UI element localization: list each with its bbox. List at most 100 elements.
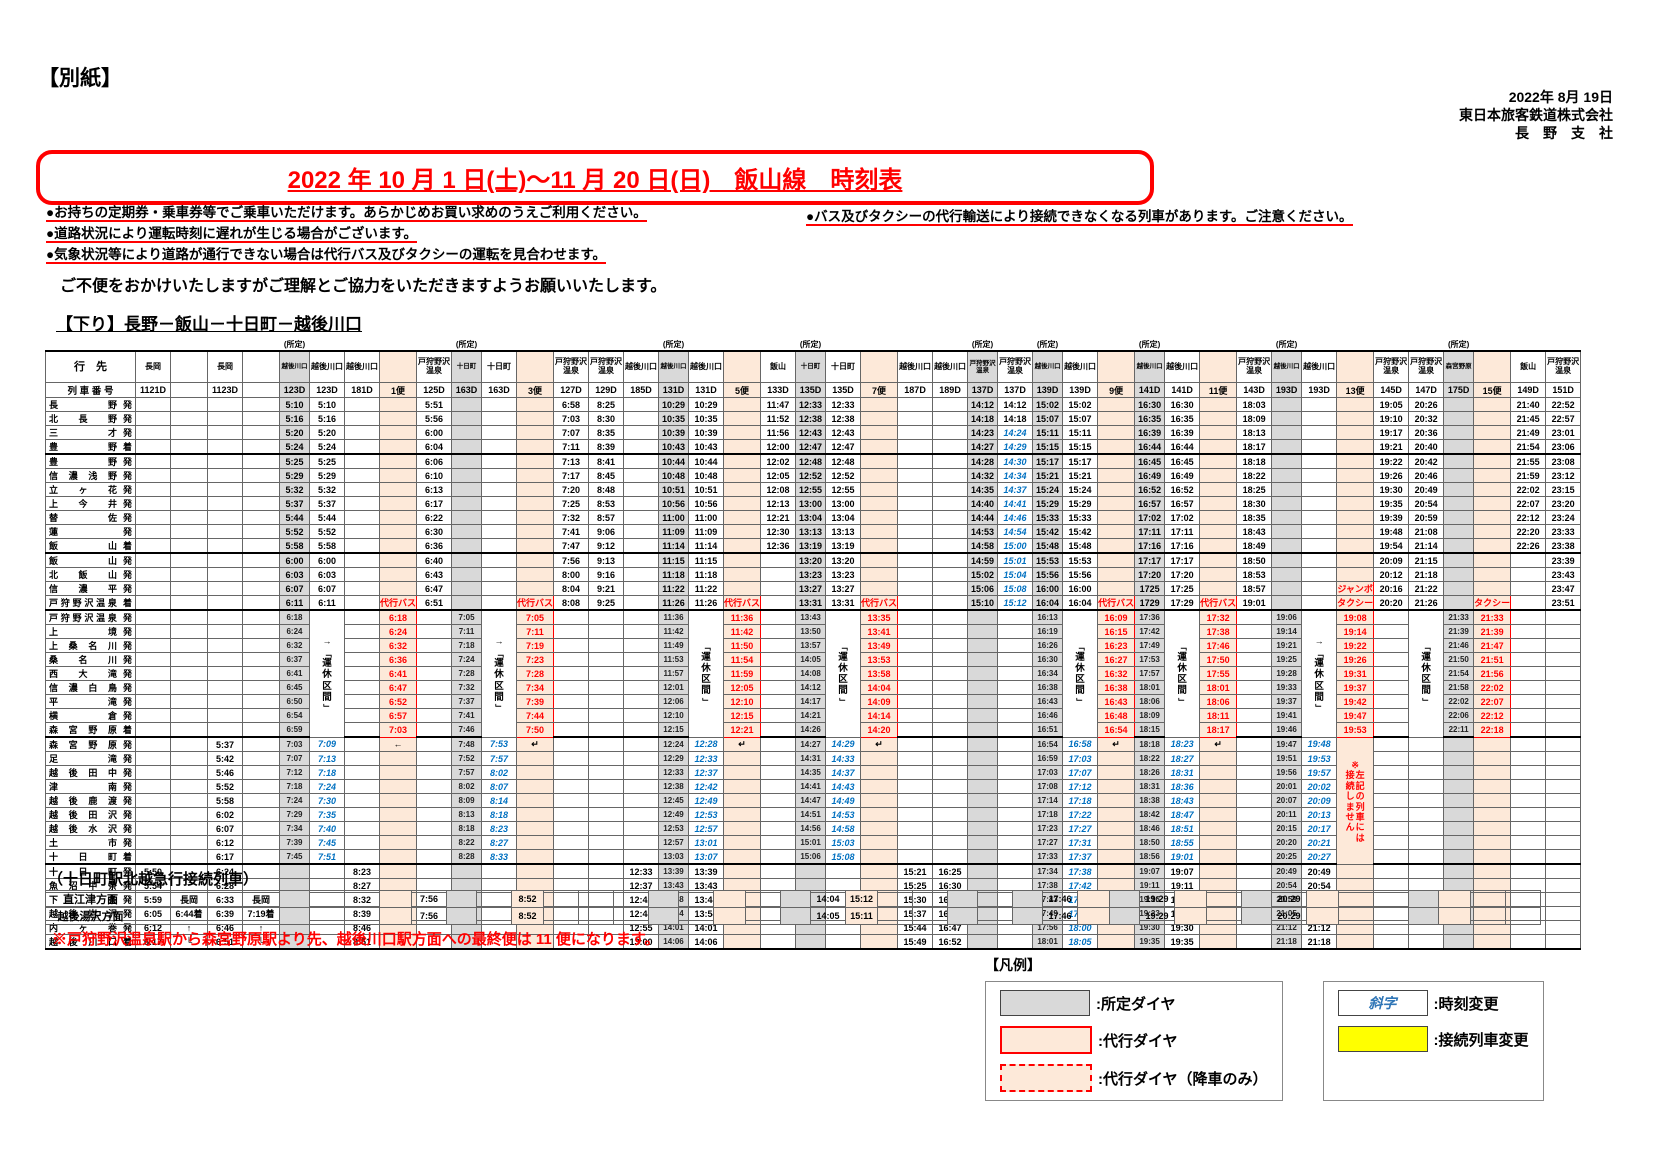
timetable-cell xyxy=(379,907,412,925)
timetable-cell: 7:52 xyxy=(451,751,483,766)
timetable-cell: 17:03 xyxy=(1032,765,1064,780)
timetable-cell: 16:45 xyxy=(1164,453,1201,469)
timetable-cell: 20:17 xyxy=(1301,821,1338,836)
timetable-cell xyxy=(1443,807,1475,822)
timetable-cell xyxy=(932,708,969,723)
timetable-cell xyxy=(723,779,762,794)
timetable-cell xyxy=(1443,439,1475,455)
timetable-cell: 22:18 xyxy=(1473,722,1512,738)
timetable-cell: 5:37 xyxy=(207,736,243,752)
station-cell: 長野発 xyxy=(45,397,136,412)
timetable-cell: 20:32 xyxy=(1408,411,1445,426)
timetable-cell xyxy=(553,807,590,822)
timetable-cell xyxy=(1301,552,1338,568)
timetable-cell xyxy=(242,338,280,351)
timetable-cell xyxy=(135,666,171,681)
timetable-cell: 十日町 xyxy=(481,350,518,383)
timetable-cell: 18:42 xyxy=(1134,807,1166,822)
timetable-cell: 13:00 xyxy=(825,496,862,511)
timetable-cell xyxy=(416,765,453,780)
timetable-cell: 10:48 xyxy=(688,468,725,483)
timetable-cell xyxy=(379,890,412,908)
legend: 【凡例】 :所定ダイヤ:代行ダイヤ:代行ダイヤ（降車のみ） 斜字:時刻変更:接続… xyxy=(985,955,1544,1101)
timetable-cell: 13:27 xyxy=(795,581,827,596)
timetable-cell: 代行バス xyxy=(378,595,418,611)
timetable-cell xyxy=(1236,338,1272,351)
timetable-cell xyxy=(378,439,418,455)
timetable-cell xyxy=(1199,397,1238,412)
timetable-cell: 5:52 xyxy=(309,524,345,539)
timetable-cell: 22:07 xyxy=(1510,496,1547,511)
timetable-cell: 10:48 xyxy=(658,468,690,483)
timetable-cell xyxy=(1443,524,1475,539)
timetable-cell xyxy=(578,890,614,908)
timetable-cell xyxy=(623,708,660,723)
timetable-cell xyxy=(553,793,590,808)
timetable-cell xyxy=(170,849,208,865)
timetable-cell xyxy=(1545,906,1582,921)
timetable-cell: 20:02 xyxy=(1301,779,1338,794)
timetable-cell: 9:13 xyxy=(588,552,625,568)
timetable-cell xyxy=(516,453,555,469)
timetable-cell xyxy=(1271,453,1303,469)
timetable-cell: ↵ xyxy=(723,736,762,752)
timetable-cell xyxy=(1473,736,1512,752)
timetable-cell: 17:29 xyxy=(1164,595,1201,611)
timetable-cell xyxy=(242,595,280,611)
timetable-cell: (所定) xyxy=(795,338,826,351)
timetable-cell xyxy=(1097,567,1136,582)
timetable-cell: 21:47 xyxy=(1473,638,1512,653)
timetable-cell xyxy=(1473,567,1512,582)
timetable-cell xyxy=(860,538,899,554)
timetable-cell: 19:06 xyxy=(1271,609,1303,625)
timetable-cell xyxy=(516,581,555,596)
timetable-cell: 11:54 xyxy=(723,652,762,667)
timetable-cell: 5:25 xyxy=(279,453,310,469)
timetable-cell: 15:29 xyxy=(1032,496,1064,511)
timetable-cell: 16:35 xyxy=(1164,411,1201,426)
timetable-cell: 14:56 xyxy=(795,821,827,836)
timetable-cell xyxy=(344,666,380,681)
timetable-cell xyxy=(1199,821,1238,836)
timetable-cell xyxy=(170,793,208,808)
timetable-cell: 15:24 xyxy=(1032,482,1064,497)
timetable-cell: 14:23 xyxy=(967,425,999,440)
timetable-cell xyxy=(170,609,208,625)
timetable-cell xyxy=(1236,751,1273,766)
timetable-cell: 8:04 xyxy=(553,581,590,596)
station-cell: 横倉発 xyxy=(45,708,136,723)
timetable-cell: 15:21 xyxy=(897,863,934,879)
timetable-cell: 15:42 xyxy=(1032,524,1064,539)
legend-item: :所定ダイヤ xyxy=(1000,990,1268,1016)
timetable-cell xyxy=(1510,624,1547,639)
timetable-cell xyxy=(207,890,243,908)
timetable-cell: 20:49 xyxy=(1408,482,1445,497)
timetable-cell xyxy=(997,652,1034,667)
timetable-cell xyxy=(967,736,999,752)
timetable-cell: 13:58 xyxy=(860,666,899,681)
timetable-cell: 20:11 xyxy=(1271,807,1303,822)
timetable-cell: 19:08 xyxy=(1336,609,1375,625)
timetable-cell: 6:00 xyxy=(416,425,453,440)
timetable-cell: 6:03 xyxy=(309,567,345,582)
timetable-cell xyxy=(451,595,483,611)
station-cell: 越後水沢発 xyxy=(45,821,136,836)
timetable-cell xyxy=(997,849,1034,865)
timetable-cell: 18:17 xyxy=(1199,722,1238,738)
timetable-cell xyxy=(378,581,418,596)
timetable-cell: 11:42 xyxy=(723,624,762,639)
timetable-cell xyxy=(135,907,171,925)
timetable-cell: 10:44 xyxy=(658,453,690,469)
timetable-cell: 10:29 xyxy=(688,397,725,412)
timetable-cell xyxy=(1174,890,1207,908)
timetable-cell: 16:44 xyxy=(1164,439,1201,455)
timetable-cell xyxy=(1236,708,1273,723)
timetable-cell xyxy=(723,863,762,879)
timetable-cell xyxy=(481,468,518,483)
timetable-cell: 14:21 xyxy=(795,708,827,723)
timetable-cell: 6:40 xyxy=(416,552,453,568)
timetable-cell xyxy=(623,609,660,625)
timetable-cell xyxy=(242,793,280,808)
timetable-cell: 23:06 xyxy=(1545,439,1582,455)
timetable-cell xyxy=(207,538,243,554)
